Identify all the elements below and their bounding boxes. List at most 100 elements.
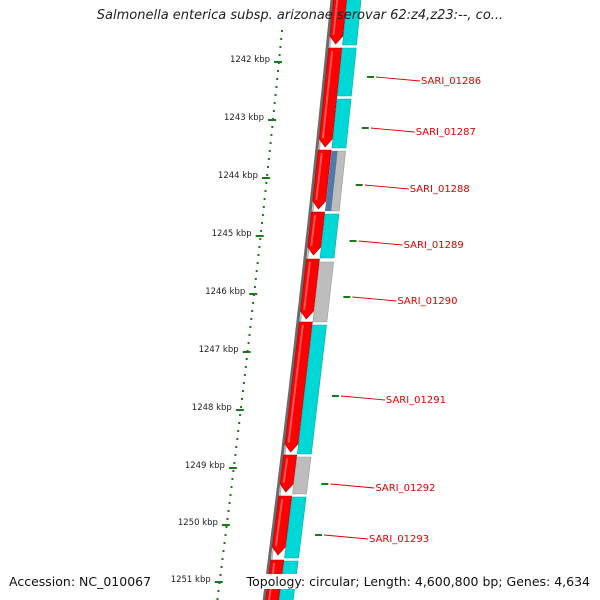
kbp-tick-label: 1242 kbp — [230, 55, 270, 65]
guide-dot — [219, 574, 222, 576]
guide-dot — [266, 174, 269, 176]
gene-label-layer: SARI_01286 SARI_01287 SARI_01288 SARI_01289… — [315, 76, 481, 545]
guide-dot — [241, 398, 243, 400]
guide-dot — [220, 566, 223, 568]
guide-dot — [238, 422, 241, 424]
gene-label: SARI_01289 — [404, 240, 464, 251]
guide-dot — [255, 270, 258, 272]
guide-dot — [226, 518, 229, 520]
guide-dot — [272, 110, 275, 112]
guide-dot — [254, 278, 257, 280]
kbp-tick-label: 1245 kbp — [212, 229, 252, 239]
guide-dot — [252, 302, 255, 304]
kbp-tick-label: 1247 kbp — [199, 345, 239, 355]
guide-dot — [249, 326, 252, 328]
guide-dot — [270, 134, 273, 136]
forward-gene-shine — [332, 0, 339, 36]
guide-dot — [257, 254, 260, 256]
guide-dot — [263, 198, 266, 200]
gene-leader-line — [358, 240, 403, 246]
gene-label: SARI_01286 — [421, 76, 481, 87]
guide-dot — [273, 102, 276, 104]
gene-label: SARI_01293 — [369, 534, 429, 545]
reverse-gene-block — [284, 496, 307, 559]
map-title: Salmonella enterica subsp. arizonae sero… — [96, 8, 504, 23]
topology-text: Topology: circular; Length: 4,600,800 bp… — [244, 574, 592, 589]
forward-gene-shine — [287, 324, 304, 444]
guide-dot — [250, 318, 253, 320]
guide-dot — [223, 542, 226, 544]
guide-dot — [268, 150, 271, 152]
gene-leader-line — [370, 127, 415, 133]
forward-gene-shine — [315, 152, 323, 201]
guide-dot — [216, 598, 219, 600]
guide-dot — [260, 230, 263, 232]
guide-dot — [262, 206, 265, 208]
gene-leader-line — [330, 483, 375, 489]
kbp-tick-label: 1248 kbp — [192, 403, 232, 413]
gene-label: SARI_01290 — [397, 296, 457, 307]
reverse-gene-block — [331, 98, 352, 149]
gene-label: SARI_01288 — [410, 184, 470, 195]
kbp-tick-label: 1244 kbp — [218, 171, 258, 181]
gene-label: SARI_01291 — [386, 395, 446, 406]
forward-gene-shine — [282, 457, 289, 484]
guide-dot — [236, 438, 239, 440]
guide-dot — [256, 262, 259, 264]
kbp-ruler: 1242 kbp 1243 kbp 1244 kbp 1245 kbp 1246 kbp… — [171, 55, 283, 585]
guide-dot — [275, 86, 278, 88]
guide-dot — [251, 310, 254, 312]
guide-dot — [265, 182, 268, 184]
guide-dot — [230, 486, 233, 488]
backbone-line — [262, 0, 334, 600]
guide-dot — [277, 70, 279, 72]
accession-text: Accession: NC_010067 — [7, 574, 154, 589]
guide-dot — [222, 550, 225, 552]
reverse-gene-block — [342, 0, 362, 46]
forward-strand-track — [265, 0, 347, 600]
guide-dot — [244, 366, 247, 368]
gene-leader-line — [352, 296, 397, 302]
kbp-tick-label: 1249 kbp — [185, 461, 225, 471]
guide-dot — [245, 358, 248, 360]
guide-dot — [235, 446, 238, 448]
kbp-tick-label: 1243 kbp — [224, 113, 264, 123]
guide-dot — [240, 406, 243, 408]
guide-dot — [280, 38, 283, 40]
reverse-gene-block — [292, 456, 312, 495]
forward-gene-shine — [303, 261, 311, 311]
guide-dot — [233, 462, 236, 464]
guide-dot — [248, 334, 251, 336]
kbp-tick-label: 1251 kbp — [171, 575, 211, 585]
guide-dot — [237, 430, 240, 432]
guide-dot — [258, 246, 261, 248]
guide-dot — [281, 30, 283, 32]
guide-dot — [267, 158, 270, 160]
gene-leader-line — [375, 76, 421, 82]
guide-dot — [217, 590, 220, 592]
highlighted-gene-segment — [325, 151, 338, 211]
guide-dot — [261, 214, 264, 216]
guide-dot — [234, 454, 237, 456]
guide-dot — [274, 94, 277, 96]
guide-dot — [264, 190, 267, 192]
guide-dot — [261, 222, 263, 224]
guide-dot — [231, 478, 234, 480]
guide-dot — [221, 558, 224, 560]
guide-dot — [278, 54, 281, 56]
guide-dot — [227, 510, 230, 512]
guide-dot — [224, 534, 227, 536]
guide-dot — [253, 286, 256, 288]
guide-dot — [239, 414, 242, 416]
forward-gene-shine — [310, 214, 317, 247]
gene-label: SARI_01292 — [375, 483, 435, 494]
guide-dot — [243, 374, 246, 376]
kbp-tick-label: 1246 kbp — [205, 287, 245, 297]
gene-leader-line — [340, 395, 385, 401]
guide-dot — [242, 390, 244, 392]
gene-label: SARI_01287 — [416, 127, 476, 138]
guide-dot — [267, 166, 269, 168]
guide-dot — [276, 78, 279, 80]
